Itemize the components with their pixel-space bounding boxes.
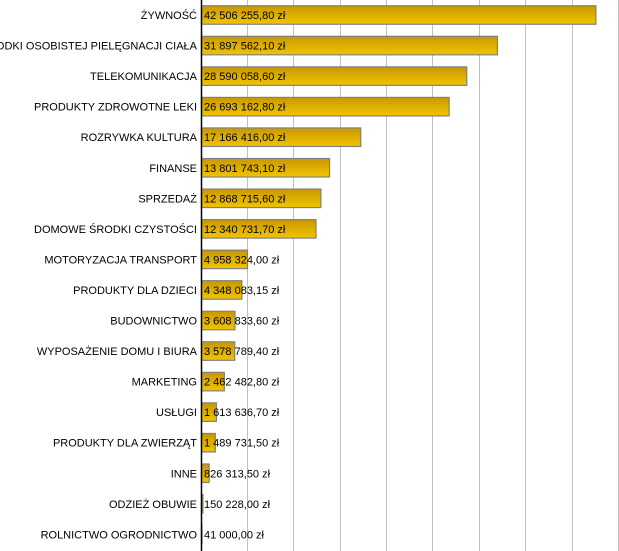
category-label: ŻYWNOŚĆ (141, 9, 197, 22)
value-label: 12 868 715,60 zł (204, 193, 286, 205)
value-label: 3 578 789,40 zł (204, 346, 280, 358)
value-label: 13 801 743,10 zł (204, 163, 286, 175)
category-label: DOMOWE ŚRODKI CZYSTOŚCI (34, 223, 197, 236)
category-label: INNE (171, 468, 197, 480)
category-label: MOTORYZACJA TRANSPORT (44, 254, 197, 266)
value-label: 2 462 482,80 zł (204, 377, 280, 389)
value-label: 4 348 083,15 zł (204, 285, 280, 297)
category-label: ODZIEŻ OBUWIE (109, 498, 197, 511)
category-label: PRODUKTY DLA ZWIERZĄT (53, 438, 197, 450)
value-label: 26 693 162,80 zł (204, 102, 286, 114)
value-label: 42 506 255,80 zł (204, 10, 286, 22)
category-label: ROZRYWKA KULTURA (81, 132, 198, 144)
bars (200, 5, 597, 545)
category-label: ROLNICTWO OGRODNICTWO (41, 529, 198, 541)
category-label: FINANSE (149, 163, 197, 175)
value-label: 28 590 058,60 zł (204, 71, 286, 83)
value-label: 3 608 833,60 zł (204, 316, 280, 328)
value-labels: 42 506 255,80 zł 31 897 562,10 zł 28 590 0… (204, 10, 286, 541)
category-label: BUDOWNICTWO (110, 316, 197, 328)
value-label: 17 166 416,00 zł (204, 132, 286, 144)
category-label: SPRZEDAŻ (138, 192, 197, 205)
category-label: PRODUKTY ZDROWOTNE LEKI (34, 102, 197, 114)
value-label: 1 613 636,70 zł (204, 407, 280, 419)
value-label: 12 340 731,70 zł (204, 224, 286, 236)
category-label: MARKETING (132, 377, 197, 389)
value-label: 826 313,50 zł (204, 468, 271, 480)
value-label: 150 228,00 zł (204, 499, 271, 511)
value-label: 41 000,00 zł (204, 529, 264, 541)
category-label: ŚRODKI OSOBISTEJ PIELĘGNACJI CIAŁA (0, 40, 198, 53)
category-label: USŁUGI (156, 407, 197, 419)
value-label: 31 897 562,10 zł (204, 41, 286, 53)
category-labels: ŻYWNOŚĆ ŚRODKI OSOBISTEJ PIELĘGNACJI CIAŁ… (0, 9, 198, 541)
value-label: 1 489 731,50 zł (204, 438, 280, 450)
value-label: 4 958 324,00 zł (204, 254, 280, 266)
category-label: TELEKOMUNIKACJA (90, 71, 198, 83)
category-label: PRODUKTY DLA DZIECI (73, 285, 197, 297)
category-label: WYPOSAŻENIE DOMU I BIURA (37, 345, 198, 358)
